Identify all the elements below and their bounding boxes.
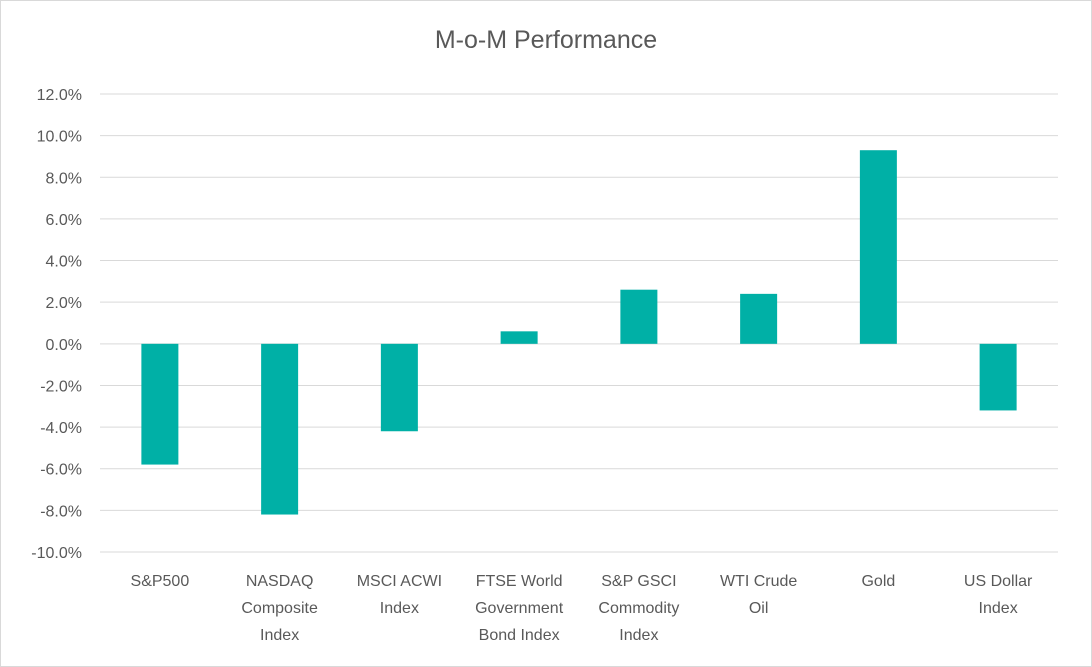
bar <box>141 343 179 465</box>
y-tick-label: 6.0% <box>46 212 82 229</box>
y-tick-label: -2.0% <box>40 378 82 395</box>
y-tick-label: 0.0% <box>46 337 82 354</box>
y-axis-ticks: 12.0% 10.0% 8.0% 6.0% 4.0% 2.0% 0.0% -2.0% -4.0%… <box>31 87 82 562</box>
x-category-label: S&P500 <box>131 573 190 590</box>
x-category-label: FTSE World Government Bond Index <box>475 573 564 644</box>
y-tick-label: 8.0% <box>46 170 82 187</box>
bars <box>141 150 1017 515</box>
chart-title: M-o-M Performance <box>434 26 658 54</box>
bar <box>979 343 1017 411</box>
y-tick-label: -8.0% <box>40 503 82 520</box>
bar <box>859 150 897 344</box>
y-tick-label: -6.0% <box>40 462 82 479</box>
x-category-label: S&P GSCI Commodity Index <box>598 573 679 644</box>
bar <box>740 293 778 344</box>
bar <box>620 289 658 344</box>
y-tick-label: -4.0% <box>40 420 82 437</box>
y-tick-label: -10.0% <box>31 545 82 562</box>
bar <box>500 331 538 344</box>
y-tick-label: 2.0% <box>46 295 82 312</box>
y-tick-label: 12.0% <box>37 87 82 104</box>
x-category-label: MSCI ACWI Index <box>357 573 442 617</box>
x-axis-categories: S&P500 NASDAQ Composite Index MSCI ACWI Index… <box>131 573 1034 644</box>
y-tick-label: 4.0% <box>46 254 82 271</box>
bar <box>261 343 299 515</box>
bar <box>380 343 418 432</box>
x-category-label: NASDAQ Composite Index <box>241 573 318 644</box>
gridlines <box>100 93 1058 553</box>
x-category-label: WTI Crude Oil <box>720 573 797 617</box>
y-tick-label: 10.0% <box>37 129 82 146</box>
x-category-label: Gold <box>861 573 895 590</box>
x-category-label: US Dollar Index <box>964 573 1033 617</box>
